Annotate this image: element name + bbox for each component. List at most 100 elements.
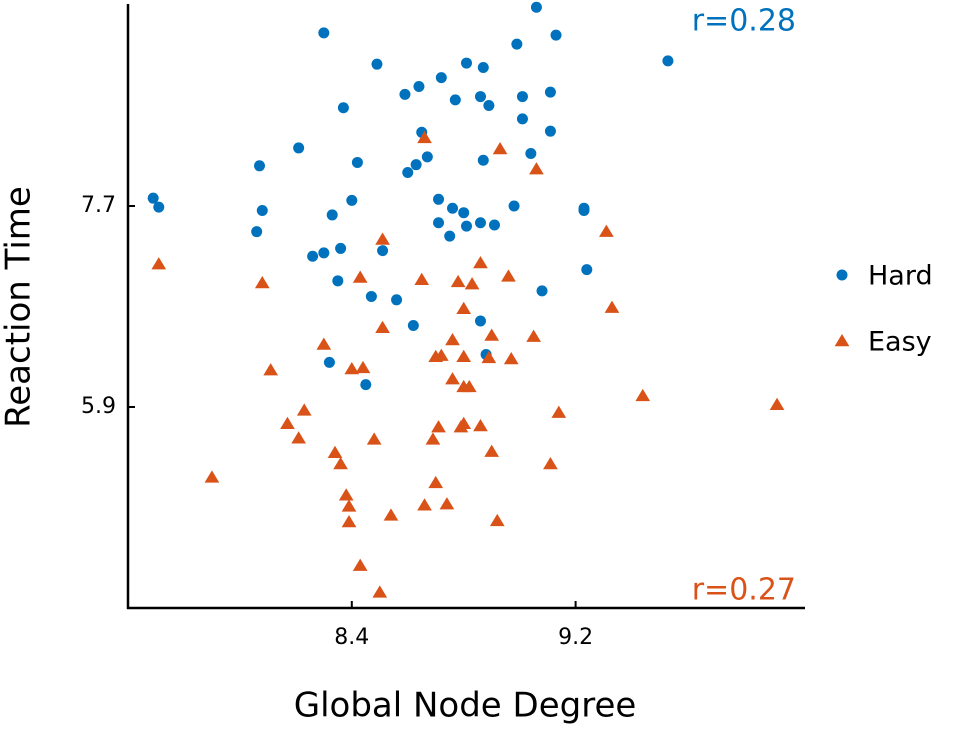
point (599, 224, 614, 237)
point (477, 154, 489, 166)
annotation: r=0.28 (692, 4, 796, 39)
point (473, 255, 488, 269)
point (458, 207, 470, 219)
point (204, 470, 220, 483)
point (375, 232, 390, 245)
point (526, 329, 541, 342)
point (769, 397, 785, 411)
y-axis-label: Reaction Time (0, 186, 39, 428)
point (474, 217, 486, 229)
point (335, 242, 347, 254)
point (383, 508, 399, 521)
point (296, 403, 312, 416)
point (450, 274, 466, 288)
point (291, 431, 306, 444)
point (399, 88, 411, 100)
point (341, 515, 357, 528)
y-tick-label: 7.7 (81, 193, 116, 218)
point (375, 320, 390, 333)
point (337, 102, 349, 114)
legend-marker (834, 334, 850, 347)
point (344, 362, 360, 375)
point (318, 27, 330, 39)
point (578, 204, 590, 216)
point (254, 276, 270, 289)
point (435, 72, 447, 84)
point (307, 250, 319, 262)
point (473, 418, 488, 432)
point (346, 194, 358, 206)
point (635, 388, 651, 402)
point (501, 269, 516, 282)
point (425, 432, 441, 445)
point (338, 488, 354, 501)
point (333, 456, 348, 470)
point (543, 456, 558, 470)
point (551, 405, 567, 418)
point (417, 130, 432, 144)
point (402, 167, 414, 178)
point (474, 91, 486, 103)
point (293, 142, 305, 154)
point (366, 432, 382, 445)
point (421, 151, 433, 163)
point (444, 230, 456, 242)
point (445, 333, 460, 346)
point (153, 201, 165, 213)
point (525, 148, 537, 160)
point (428, 475, 444, 489)
point (414, 272, 430, 285)
point (516, 91, 528, 103)
legend-marker (836, 269, 848, 281)
point (477, 62, 489, 74)
point (371, 58, 383, 70)
point (581, 264, 593, 276)
point (326, 209, 338, 221)
point (484, 444, 500, 457)
point (360, 379, 372, 391)
point (439, 497, 455, 510)
point (604, 300, 620, 313)
point (413, 81, 425, 93)
point (433, 193, 445, 205)
point (256, 204, 268, 216)
point (318, 247, 330, 259)
point (508, 200, 520, 212)
point (536, 285, 548, 297)
point (481, 350, 497, 364)
point (511, 38, 523, 50)
point (151, 257, 167, 270)
point (341, 499, 357, 512)
point (544, 86, 556, 98)
point (484, 328, 500, 341)
point (407, 319, 419, 331)
point (516, 113, 528, 125)
point (529, 162, 544, 175)
point (456, 301, 472, 314)
point (461, 379, 477, 393)
point (251, 226, 263, 238)
point (147, 192, 159, 204)
point (433, 348, 449, 361)
point (530, 1, 542, 13)
point (351, 156, 363, 168)
point (483, 100, 495, 111)
point (391, 294, 403, 306)
point (488, 219, 500, 231)
x-axis-label: Global Node Degree (294, 686, 637, 726)
x-tick-label: 8.4 (334, 625, 369, 650)
point (503, 351, 519, 365)
point (365, 290, 377, 302)
point (417, 498, 432, 511)
point (372, 585, 388, 598)
point (464, 277, 480, 290)
point (461, 57, 472, 69)
point (662, 55, 674, 67)
point (445, 372, 460, 385)
point (410, 159, 422, 171)
point (461, 220, 472, 232)
point (449, 94, 461, 106)
point (263, 363, 279, 376)
point (489, 513, 505, 527)
